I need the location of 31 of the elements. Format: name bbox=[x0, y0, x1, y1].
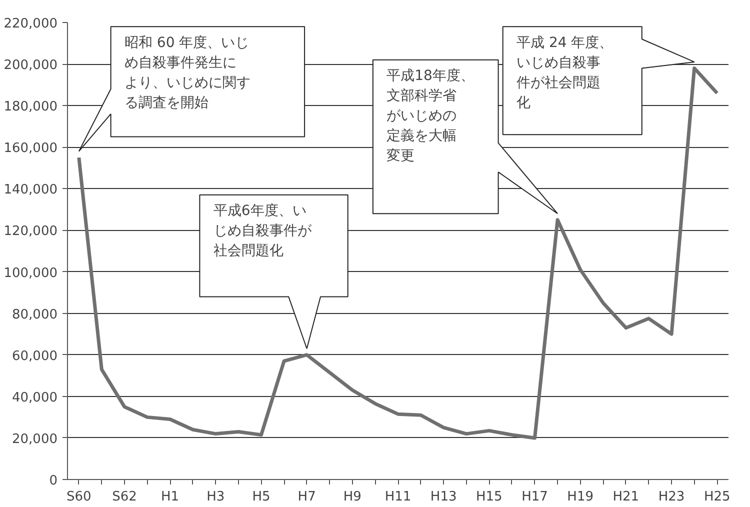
y-tick-label: 160,000 bbox=[4, 141, 58, 156]
y-tick-label: 200,000 bbox=[4, 58, 58, 74]
x-tick-label: H3 bbox=[206, 490, 225, 504]
annotation: 平成 24 年度、いじめ自殺事件が社会問題化 bbox=[516, 34, 614, 111]
annotation: 平成18年度、文部科学省がいじめの定義を大幅変更 bbox=[386, 68, 474, 164]
x-tick-label: H11 bbox=[384, 490, 412, 504]
x-tick-label: H13 bbox=[430, 490, 457, 504]
y-tick-label: 140,000 bbox=[4, 182, 58, 198]
x-tick-label: H5 bbox=[252, 490, 270, 504]
x-tick-label: H9 bbox=[343, 490, 362, 504]
y-tick-label: 20,000 bbox=[12, 432, 58, 447]
y-tick-label: 100,000 bbox=[4, 266, 58, 281]
x-tick-label: H19 bbox=[567, 490, 594, 504]
x-tick-label: H25 bbox=[704, 490, 730, 504]
x-tick-label: H7 bbox=[298, 490, 316, 504]
y-tick-label: 180,000 bbox=[4, 100, 58, 115]
annotation: 平成6年度、いじめ自殺事件が社会問題化 bbox=[213, 203, 312, 260]
x-tick-label: H21 bbox=[612, 490, 640, 504]
y-tick-label: 40,000 bbox=[12, 390, 58, 406]
x-tick-label: H23 bbox=[658, 490, 685, 504]
x-tick-label: H15 bbox=[476, 490, 502, 504]
y-tick-label: 120,000 bbox=[4, 224, 58, 240]
x-tick-label: S62 bbox=[112, 490, 137, 504]
x-tick-label: S60 bbox=[66, 490, 92, 504]
y-tick-label: 220,000 bbox=[4, 16, 58, 32]
y-tick-label: 0 bbox=[49, 474, 58, 488]
x-tick-label: H17 bbox=[522, 490, 548, 504]
y-tick-label: 80,000 bbox=[12, 307, 58, 322]
y-tick-label: 60,000 bbox=[12, 348, 58, 364]
x-tick-label: H1 bbox=[161, 490, 180, 504]
annotation: 昭和 60 年度、いじめ自殺事件発生により、いじめに関する調査を開始 bbox=[124, 34, 250, 111]
